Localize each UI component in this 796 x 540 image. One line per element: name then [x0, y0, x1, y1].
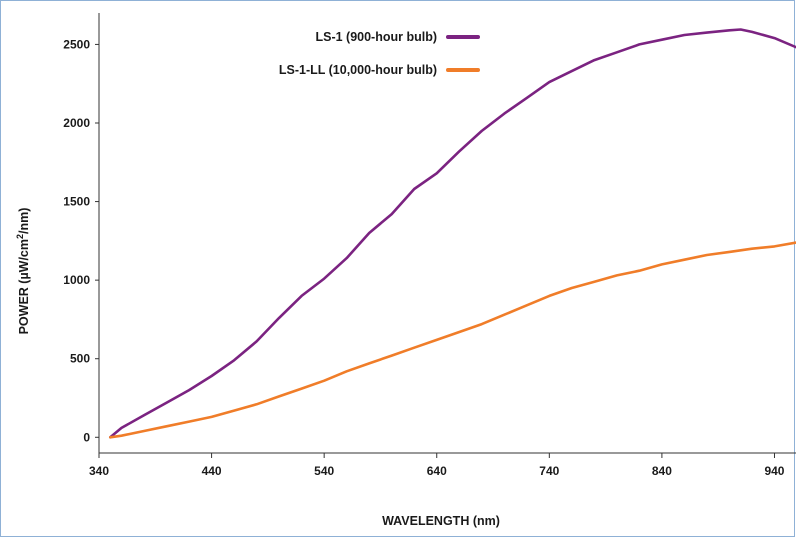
x-tick-label-740: 740	[539, 464, 559, 478]
x-tick-label-440: 440	[202, 464, 222, 478]
x-tick-label-840: 840	[652, 464, 672, 478]
x-axis: 340 440 540 640 740 840 940	[89, 452, 796, 478]
y-axis-title: POWER (µW/cm2/nm)	[15, 208, 31, 335]
y-tick-label-1500: 1500	[63, 195, 90, 209]
legend-label-ls-1: LS-1 (900-hour bulb)	[315, 30, 437, 44]
x-tick-label-940: 940	[764, 464, 784, 478]
y-tick-label-1000: 1000	[63, 273, 90, 287]
series-line-ls-1-900-hour-bulb	[109, 28, 796, 439]
y-axis-title-superscript: 2	[15, 234, 25, 239]
x-tick-label-640: 640	[427, 464, 447, 478]
y-tick-label-2000: 2000	[63, 116, 90, 130]
y-axis-title-unit: /nm)	[17, 208, 31, 234]
x-axis-title: WAVELENGTH (nm)	[382, 514, 500, 528]
y-axis-title-main: POWER (µW/cm	[17, 239, 31, 334]
series-line-ls-1-ll-10-000-hour-bulb	[109, 241, 796, 439]
x-tick-label-340: 340	[89, 464, 109, 478]
y-axis: 0 500 1000 1500 2000 2500	[63, 13, 100, 453]
legend-entry-ls-1: LS-1 (900-hour bulb)	[315, 30, 480, 44]
plot-lines	[109, 28, 796, 439]
y-tick-label-500: 500	[70, 352, 90, 366]
y-tick-label-0: 0	[83, 430, 90, 444]
legend-label-ls-1-ll: LS-1-LL (10,000-hour bulb)	[279, 63, 437, 77]
legend-entry-ls-1-ll: LS-1-LL (10,000-hour bulb)	[279, 63, 480, 77]
y-tick-label-2500: 2500	[63, 37, 90, 51]
legend: LS-1 (900-hour bulb) LS-1-LL (10,000-hou…	[279, 30, 480, 77]
x-tick-label-540: 540	[314, 464, 334, 478]
